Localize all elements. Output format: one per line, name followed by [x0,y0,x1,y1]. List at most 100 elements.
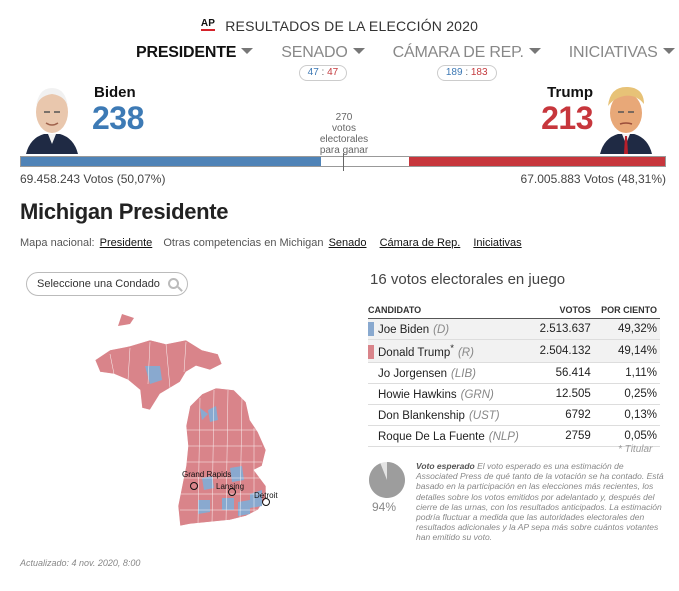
votes-needed-label: 270 votos electorales para ganar [319,112,369,156]
col-votes: VOTOS [532,303,594,319]
votes-cell: 2759 [532,425,594,447]
city-label-detroit: Detroit [254,491,278,500]
city-marker [228,488,236,496]
election-header: AP RESULTADOS DE LA ELECCIÓN 2020 [0,18,679,34]
party-label: (NLP) [488,430,519,443]
candidate-cell: Joe Biden (D) [368,318,533,340]
percent-cell: 49,14% [593,339,660,363]
electoral-votes-at-stake: 16 votos electorales en juego [370,271,566,288]
party-label: (GRN) [460,388,494,401]
candidate-cell: Don Blankenship (UST) [368,404,533,426]
expected-vote-title: Voto esperado [416,461,475,471]
city-label-grand-rapids: Grand Rapids [182,470,232,479]
ap-logo: AP [200,18,216,31]
tab-label: SENADO [281,44,348,61]
votes-cell: 2.504.132 [532,339,594,363]
biden-portrait [22,78,82,154]
link-senado[interactable]: Senado [328,237,367,249]
candidate-name: Jo Jorgensen [378,367,448,380]
candidate-name: Howie Hawkins [378,388,457,401]
candidate-cell: Donald Trump* (R) [368,339,533,363]
party-swatch [368,387,374,401]
party-swatch [368,429,374,443]
county-search-placeholder: Seleccione una Condado [37,278,160,290]
link-presidente[interactable]: Presidente [99,237,153,249]
candidate-cell: Howie Hawkins (GRN) [368,383,533,405]
votes-cell: 12.505 [532,383,594,405]
percent-cell: 49,32% [593,318,660,340]
votes-cell: 6792 [532,404,594,426]
county-search-input[interactable]: Seleccione una Condado [26,272,188,296]
party-swatch [368,366,374,380]
expected-vote-note: Voto esperado El voto esperado es una es… [416,461,666,543]
city-marker [262,498,270,506]
votes-cell: 56.414 [532,362,594,384]
city-marker [190,482,198,490]
link-camara[interactable]: Cámara de Rep. [379,237,461,249]
tab-iniciativas[interactable]: INICIATIVAS [569,44,675,81]
party-label: (D) [433,324,450,336]
tab-presidente[interactable]: PRESIDENTE [136,44,254,81]
percent-cell: 0,05% [593,425,660,447]
results-table: CANDIDATO VOTOS POR CIENTO Joe Biden (D) 2… [368,303,660,447]
page-title: Michigan Presidente [20,199,229,224]
expected-vote-slice [368,462,405,498]
senate-balance-pill: 47 : 47 [298,65,348,81]
percent-cell: 1,11% [593,362,660,384]
result-row: Howie Hawkins (GRN) 12.505 0,25% [368,383,660,405]
search-icon[interactable] [168,278,179,289]
incumbent-star: * [450,343,454,354]
incumbent-footnote: * Titular [618,444,653,455]
result-row: Donald Trump* (R) 2.504.132 49,14% [368,339,660,363]
electoral-vote-bar [20,153,666,171]
other-races-label: Otras competencias en Michigan [163,237,324,249]
national-map-label: Mapa nacional: [20,237,95,249]
party-swatch [368,322,374,336]
rep-bar-fill [408,157,665,166]
candidate-cell: Roque De La Fuente (NLP) [368,425,533,447]
chevron-down-icon [528,48,541,54]
chevron-down-icon [352,48,365,54]
win-threshold-marker [343,153,344,171]
result-row: Don Blankenship (UST) 6792 0,13% [368,404,660,426]
chevron-down-icon [241,48,254,54]
party-label: (R) [457,346,474,359]
col-candidate: CANDIDATO [368,303,533,319]
dem-candidate-name: Biden [94,84,136,101]
header-title: RESULTADOS DE LA ELECCIÓN 2020 [225,18,479,34]
result-row: Jo Jorgensen (LIB) 56.414 1,11% [368,362,660,384]
updated-timestamp: Actualizado: 4 nov. 2020, 8:00 [20,558,141,568]
party-label: (UST) [468,409,500,422]
rep-candidate-name: Trump [547,84,593,101]
expected-vote-pie [368,461,406,499]
tab-camara[interactable]: CÁMARA DE REP. 189 : 183 [393,44,541,81]
dem-bar-fill [21,157,322,166]
tab-senado[interactable]: SENADO 47 : 47 [281,44,365,81]
link-iniciativas[interactable]: Iniciativas [473,237,522,249]
tab-label: INICIATIVAS [568,44,658,61]
chevron-down-icon [662,48,675,54]
rep-electoral-votes: 213 [541,100,593,136]
candidate-name: Joe Biden [378,324,430,336]
tab-label: CÁMARA DE REP. [392,44,524,61]
col-percent: POR CIENTO [593,303,660,319]
party-label: (LIB) [451,367,476,380]
race-links: Mapa nacional: Presidente Otras competen… [20,237,530,249]
dem-electoral-votes: 238 [92,100,144,136]
trump-portrait [596,78,656,154]
expected-vote-text: El voto esperado es una estimación de As… [416,461,664,543]
percent-cell: 0,13% [593,404,660,426]
party-swatch [368,408,374,422]
race-nav: PRESIDENTE SENADO 47 : 47 CÁMARA DE REP.… [136,44,675,81]
dem-popular-votes: 69.458.243 Votos (50,07%) [20,172,166,186]
city-label-lansing: Lansing [216,482,245,491]
tab-label: PRESIDENTE [136,44,237,61]
candidate-name: Don Blankenship [378,409,465,422]
rep-popular-votes: 67.005.883 Votos (48,31%) [520,172,666,186]
result-row: Roque De La Fuente (NLP) 2759 0,05% [368,425,660,447]
house-balance-pill: 189 : 183 [436,65,497,81]
party-swatch [368,344,374,359]
candidate-name: Roque De La Fuente [378,430,485,443]
percent-cell: 0,25% [593,383,660,405]
michigan-county-map[interactable]: Grand Rapids Lansing Detroit [90,310,280,530]
